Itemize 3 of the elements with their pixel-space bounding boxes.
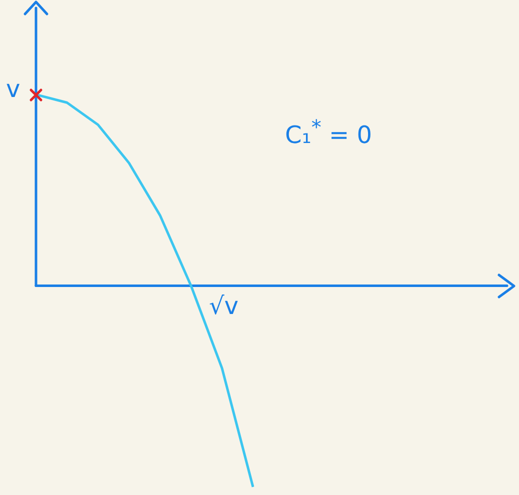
text: v — [6, 74, 20, 103]
text: C₁$^{*}$ = 0 — [285, 115, 372, 149]
annotation: √v — [209, 292, 238, 320]
